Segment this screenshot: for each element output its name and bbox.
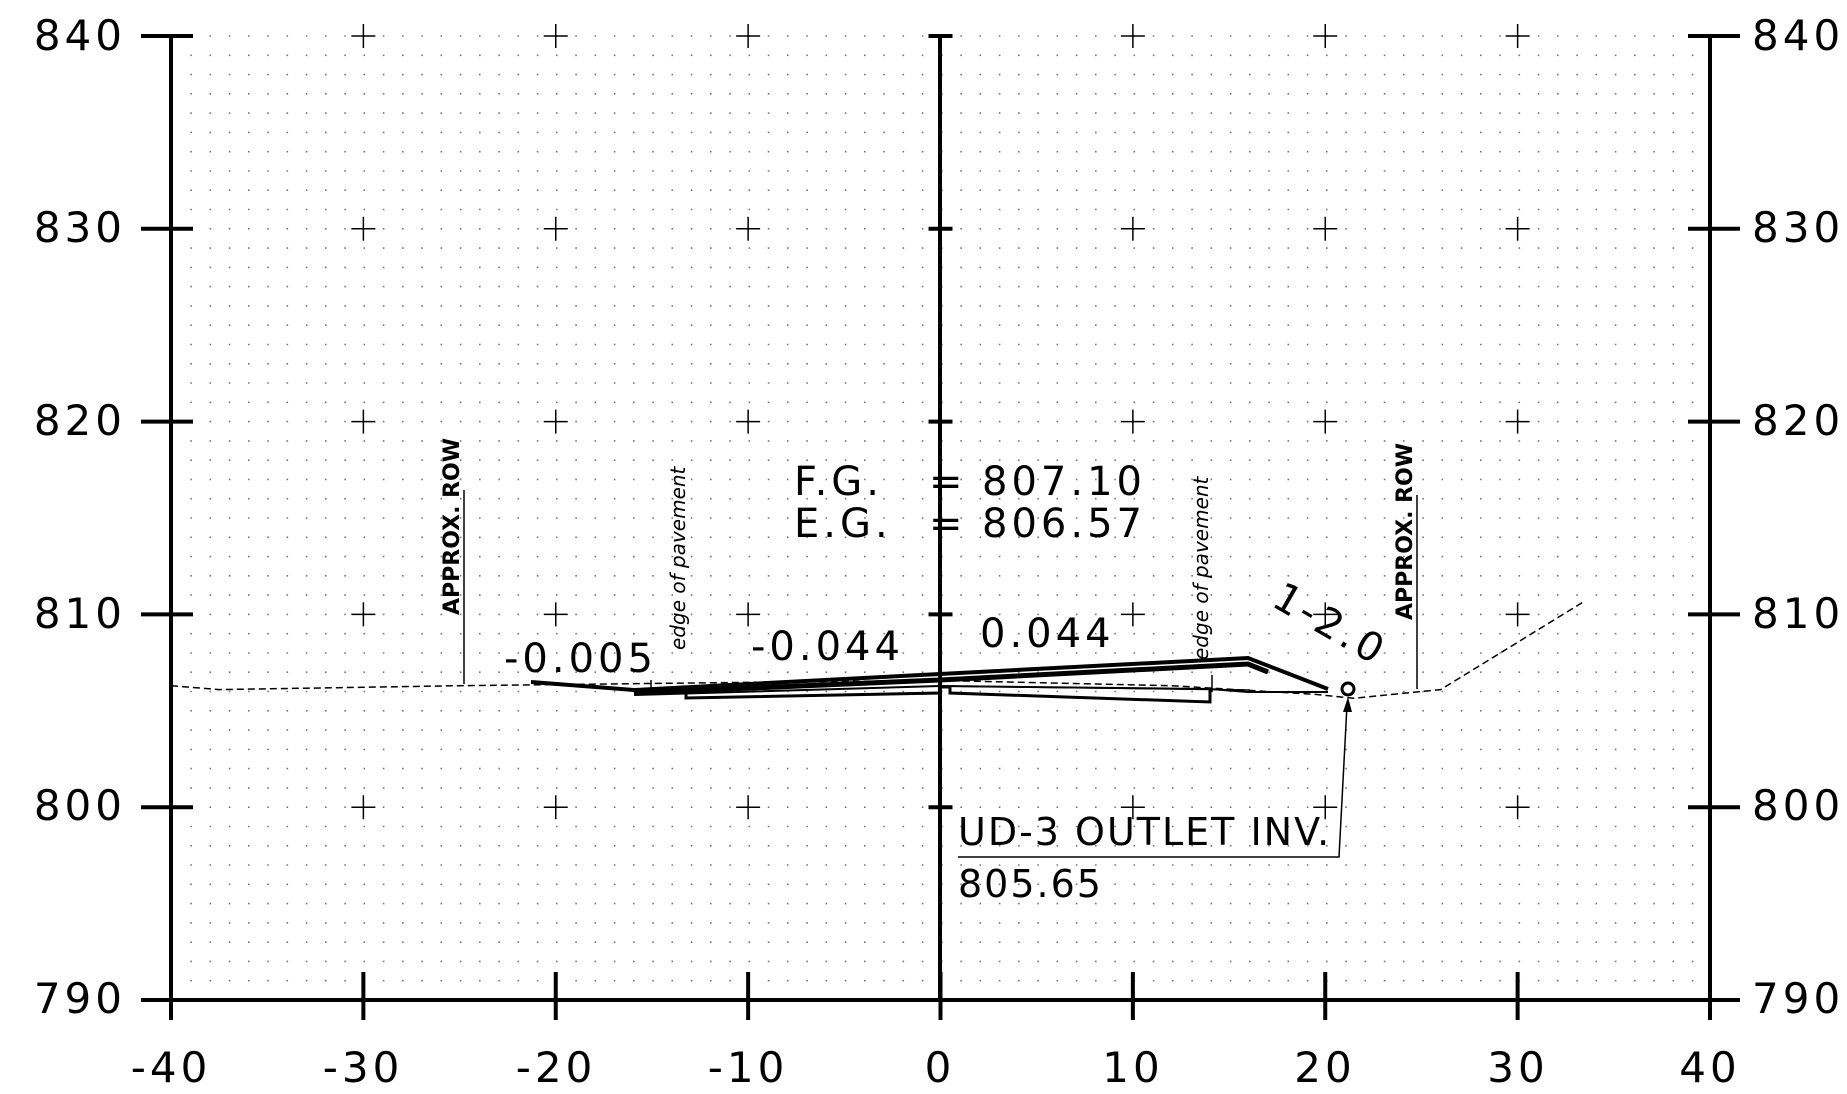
slope-label-left: -0.044 — [751, 624, 904, 670]
y-tick-label-right: 800 — [1752, 781, 1844, 830]
subgrade-line — [939, 685, 1251, 691]
y-tick-label-left: 840 — [34, 11, 126, 60]
eg-label: E.G. — [794, 501, 892, 547]
fg-equals: = — [929, 459, 967, 505]
row-label-left: APPROX. ROW — [440, 438, 465, 615]
base-layer-box — [684, 685, 1212, 704]
y-tick-label-right: 790 — [1752, 974, 1844, 1023]
row-label-right: APPROX. ROW — [1393, 443, 1418, 620]
existing-ground-line — [170, 600, 1586, 700]
finished-grade-line — [530, 655, 1329, 693]
x-tick-label: -10 — [708, 1043, 789, 1092]
axis-ticks — [141, 34, 1740, 1020]
eg-value: 806.57 — [982, 501, 1146, 547]
x-tick-label: 20 — [1294, 1043, 1355, 1092]
outlet-value: 805.65 — [958, 862, 1103, 906]
y-tick-labels-right: 790 800 810 820 830 840 — [1752, 11, 1844, 1023]
pavement-inner-line — [633, 661, 1269, 696]
outlet-label: UD-3 OUTLET INV. — [958, 810, 1331, 854]
y-tick-label-right: 830 — [1752, 203, 1844, 252]
y-tick-label-left: 790 — [34, 974, 126, 1023]
y-tick-label-left: 800 — [34, 781, 126, 830]
y-tick-label-right: 820 — [1752, 396, 1844, 445]
y-tick-label-right: 810 — [1752, 589, 1844, 638]
x-tick-label: -20 — [516, 1043, 597, 1092]
x-tick-label: 10 — [1102, 1043, 1163, 1092]
outlet-marker — [1340, 681, 1356, 697]
x-tick-label: -30 — [323, 1043, 404, 1092]
x-tick-labels: -40 -30 -20 -10 0 10 20 30 40 — [131, 1043, 1740, 1092]
eg-equals: = — [929, 501, 967, 547]
grid-plus — [351, 24, 1530, 820]
outlet-leader-line — [958, 704, 1348, 858]
y-tick-label-left: 820 — [34, 396, 126, 445]
fg-value: 807.10 — [982, 459, 1146, 505]
slope-label-left-outer: -0.005 — [504, 636, 657, 682]
y-tick-label-left: 830 — [34, 203, 126, 252]
x-tick-label: 0 — [925, 1043, 956, 1092]
outlet-leader-arrow — [1343, 697, 1352, 712]
edge-of-pavement-label-left: edge of pavement — [666, 465, 690, 650]
tick-marks — [141, 34, 1740, 1020]
grid-plus-marks — [351, 24, 1530, 820]
y-tick-label-right: 840 — [1752, 11, 1844, 60]
y-tick-label-left: 810 — [34, 589, 126, 638]
x-tick-label: 30 — [1487, 1043, 1548, 1092]
slope-label-right: 0.044 — [980, 611, 1115, 657]
x-tick-label: 40 — [1679, 1043, 1740, 1092]
pavement-section — [530, 655, 1329, 704]
fg-label: F.G. — [794, 459, 883, 505]
edge-of-pavement-label-right: edge of pavement — [1189, 475, 1213, 660]
y-tick-labels-left: 790 800 810 820 830 840 — [34, 11, 126, 1023]
x-tick-label: -40 — [131, 1043, 212, 1092]
